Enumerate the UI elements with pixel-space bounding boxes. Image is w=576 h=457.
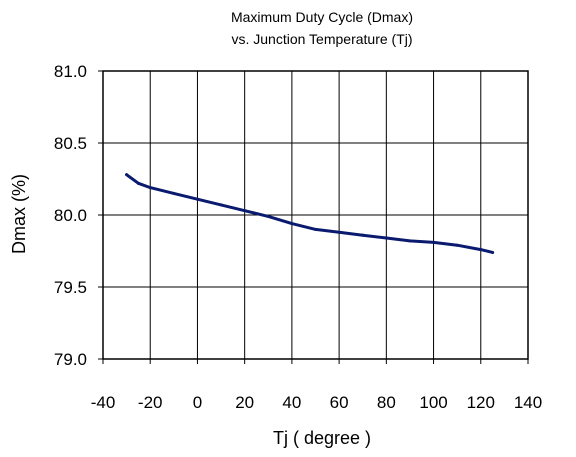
grid-lines — [102, 70, 529, 360]
data-point — [491, 250, 495, 254]
y-axis-label: Dmax (%) — [9, 174, 29, 254]
data-point — [290, 222, 294, 226]
data-point — [136, 181, 140, 185]
x-tick-label: 80 — [377, 393, 396, 412]
data-point — [195, 197, 199, 201]
data-point — [361, 233, 365, 237]
data-point — [432, 240, 436, 244]
data-point — [243, 209, 247, 213]
y-axis-ticks: 79.0 79.5 80.0 80.5 81.0 — [54, 62, 103, 369]
x-tick-label: 100 — [419, 393, 447, 412]
x-tick-label: 120 — [467, 393, 495, 412]
x-tick-label: 40 — [282, 393, 301, 412]
x-tick-label: -20 — [138, 393, 163, 412]
series-group — [125, 173, 495, 254]
data-point — [172, 191, 176, 195]
data-point — [219, 203, 223, 207]
data-point — [314, 227, 317, 231]
data-point — [384, 236, 388, 240]
data-point — [337, 230, 341, 234]
data-point — [266, 214, 270, 218]
data-point — [148, 186, 152, 190]
y-tick-label: 80.5 — [54, 134, 87, 153]
x-tick-label: 0 — [193, 393, 202, 412]
x-axis-label: Tj ( degree ) — [273, 428, 371, 448]
series-line — [125, 173, 495, 254]
x-tick-label: 140 — [514, 393, 542, 412]
data-point — [455, 243, 459, 247]
y-tick-label: 81.0 — [54, 62, 87, 81]
y-tick-label: 80.0 — [54, 206, 87, 225]
y-tick-label: 79.5 — [54, 278, 87, 297]
chart-title: Maximum Duty Cycle (Dmax) — [231, 9, 413, 25]
x-tick-label: 60 — [330, 393, 349, 412]
data-point — [125, 173, 129, 177]
data-point — [408, 239, 412, 243]
y-tick-label: 79.0 — [54, 350, 87, 369]
chart-subtitle: vs. Junction Temperature (Tj) — [231, 31, 412, 47]
x-axis-ticks: -40 -20 0 20 40 60 80 100 120 140 — [91, 359, 542, 412]
x-tick-label: -40 — [91, 393, 116, 412]
x-tick-label: 20 — [235, 393, 254, 412]
data-point — [479, 248, 483, 252]
